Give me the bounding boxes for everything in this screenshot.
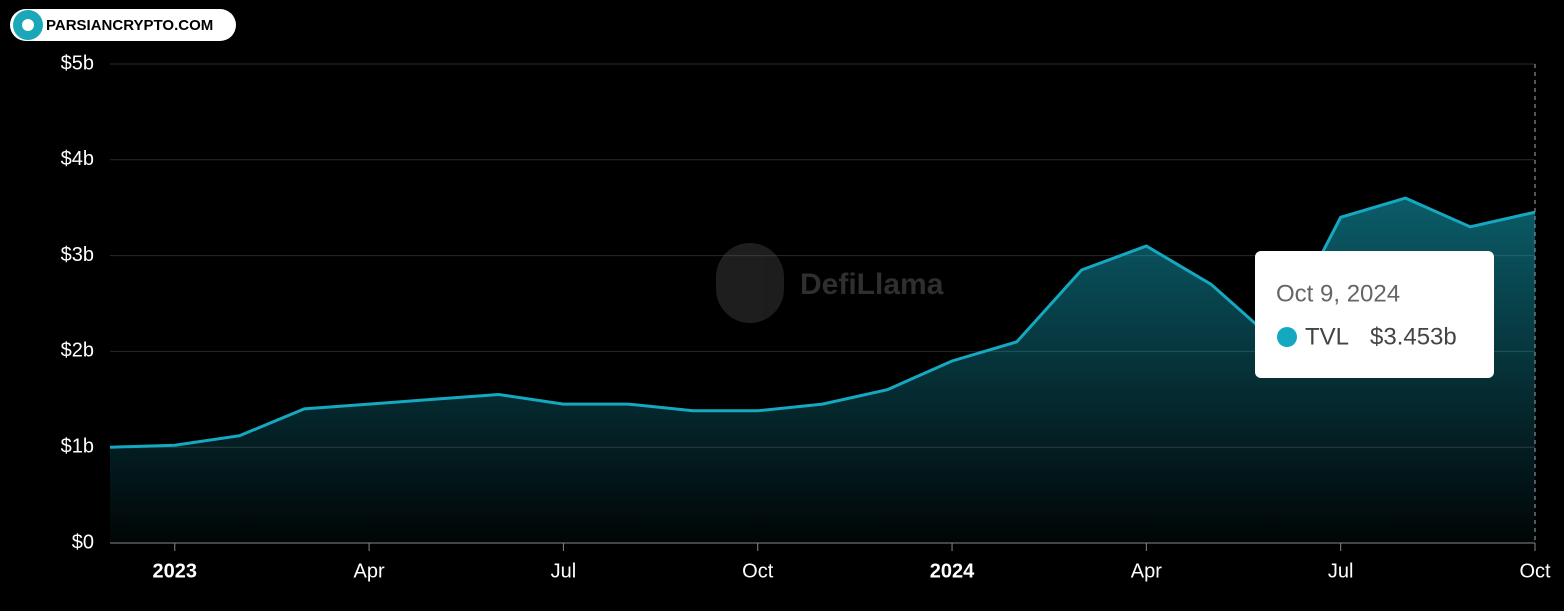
tooltip-date: Oct 9, 2024 (1276, 280, 1400, 307)
x-tick-label: Jul (551, 560, 577, 582)
x-tick-label: Oct (742, 560, 774, 582)
x-tick-label: 2024 (930, 560, 975, 582)
x-tick-label: 2023 (153, 560, 198, 582)
y-tick-label: $0 (72, 531, 94, 553)
source-badge: PARSIANCRYPTO.COM (10, 9, 236, 41)
watermark-text: DefiLlama (800, 268, 944, 301)
y-tick-label: $3b (61, 244, 94, 266)
y-tick-label: $2b (61, 340, 94, 362)
tooltip: Oct 9, 2024 TVL $3.453b (1255, 251, 1494, 378)
y-tick-label: $5b (61, 52, 94, 74)
x-tick-label: Apr (1131, 560, 1162, 582)
x-tick-label: Apr (354, 560, 385, 582)
source: PARSIANCRYPTO.COM (46, 17, 213, 34)
y-tick-label: $1b (61, 435, 94, 457)
area (110, 198, 1535, 543)
x-tick-label: Jul (1328, 560, 1354, 582)
tooltip-series: TVL (1305, 323, 1349, 350)
watermark: DefiLlama (716, 243, 944, 323)
x-tick-label: Oct (1519, 560, 1551, 582)
y-tick-label: $4b (61, 148, 94, 170)
tooltip-value: $3.453b (1370, 323, 1457, 350)
